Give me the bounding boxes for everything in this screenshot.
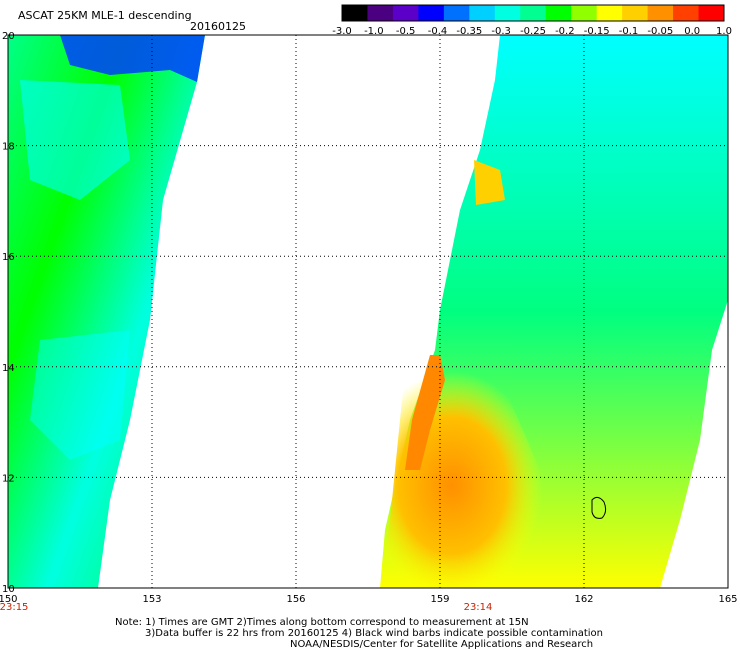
product-date: 20160125	[190, 20, 246, 33]
longitude-label: 153	[142, 594, 161, 605]
latitude-label: 10	[2, 584, 15, 595]
time-labels: 23:15 23:14	[0, 602, 492, 613]
longitude-label: 162	[574, 594, 593, 605]
product-title: ASCAT 25KM MLE-1 descending	[18, 9, 192, 22]
right-swath-yellow-spot	[474, 160, 505, 205]
color-scale-bar	[341, 4, 725, 22]
latitude-label: 12	[2, 473, 15, 484]
longitude-gridlines	[151, 35, 585, 588]
latitude-labels: 10 12 14 16 18 20	[2, 31, 15, 595]
contamination-contour	[591, 496, 607, 519]
colorbar-label: -3.0	[332, 26, 352, 37]
colorbar-segment	[494, 5, 521, 21]
colorbar-label: -0.2	[555, 26, 575, 37]
colorbar-label: -0.05	[647, 26, 673, 37]
colorbar-segment	[622, 5, 649, 21]
latitude-label: 20	[2, 31, 15, 42]
colorbar-segment	[469, 5, 496, 21]
note-line-2: 3)Data buffer is 22 hrs from 20160125 4)…	[145, 628, 603, 639]
colorbar-segment	[342, 5, 368, 21]
colorbar-segment	[571, 5, 598, 21]
longitude-label: 150	[0, 594, 18, 605]
colorbar-segment	[520, 5, 547, 21]
swath-time-label: 23:15	[0, 602, 28, 613]
colorbar-segment	[418, 5, 445, 21]
colorbar-label: 1.0	[716, 26, 732, 37]
colorbar-segment	[392, 5, 419, 21]
color-scale-labels: -3.0 -1.0 -0.5 -0.4 -0.35 -0.3 -0.25 -0.2 -0.15-…	[332, 26, 732, 37]
left-swath-cyan-lower	[30, 330, 130, 460]
right-swath-orange-edge	[405, 355, 445, 470]
longitude-label: 165	[718, 594, 737, 605]
note-line-3: NOAA/NESDIS/Center for Satellite Applica…	[290, 639, 594, 650]
colorbar-segment	[596, 5, 623, 21]
map-frame	[7, 34, 729, 589]
colorbar-label: -0.4	[428, 26, 448, 37]
colorbar-segment	[367, 5, 394, 21]
colorbar-label: -0.25	[520, 26, 546, 37]
latitude-label: 16	[2, 252, 15, 263]
colorbar-segment	[443, 5, 470, 21]
colorbar-segment	[673, 5, 700, 21]
colorbar-label: -0.1	[619, 26, 639, 37]
colorbar-segment	[647, 5, 674, 21]
colorbar-label: 0.0	[684, 26, 700, 37]
colorbar-frame	[341, 4, 725, 22]
latitude-label: 14	[2, 363, 15, 374]
swath-time-label: 23:14	[464, 602, 493, 613]
colorbar-segment	[545, 5, 572, 21]
colorbar-label: -1.0	[364, 26, 384, 37]
colorbar-label: -0.15	[584, 26, 610, 37]
colorbar-label: -0.5	[396, 26, 416, 37]
longitude-label: 159	[430, 594, 449, 605]
latitude-label: 18	[2, 142, 15, 153]
colorbar-label: -0.35	[456, 26, 482, 37]
colorbar-label: -0.3	[491, 26, 511, 37]
longitude-labels: 150 153 156 159 162 165	[0, 594, 738, 605]
colorbar-segment	[698, 5, 725, 21]
note-line-1: Note: 1) Times are GMT 2)Times along bot…	[115, 617, 529, 628]
left-swath-cyan-region	[20, 80, 130, 200]
longitude-label: 156	[286, 594, 305, 605]
latitude-gridlines	[8, 145, 728, 478]
left-swath-blue-region	[60, 35, 205, 82]
